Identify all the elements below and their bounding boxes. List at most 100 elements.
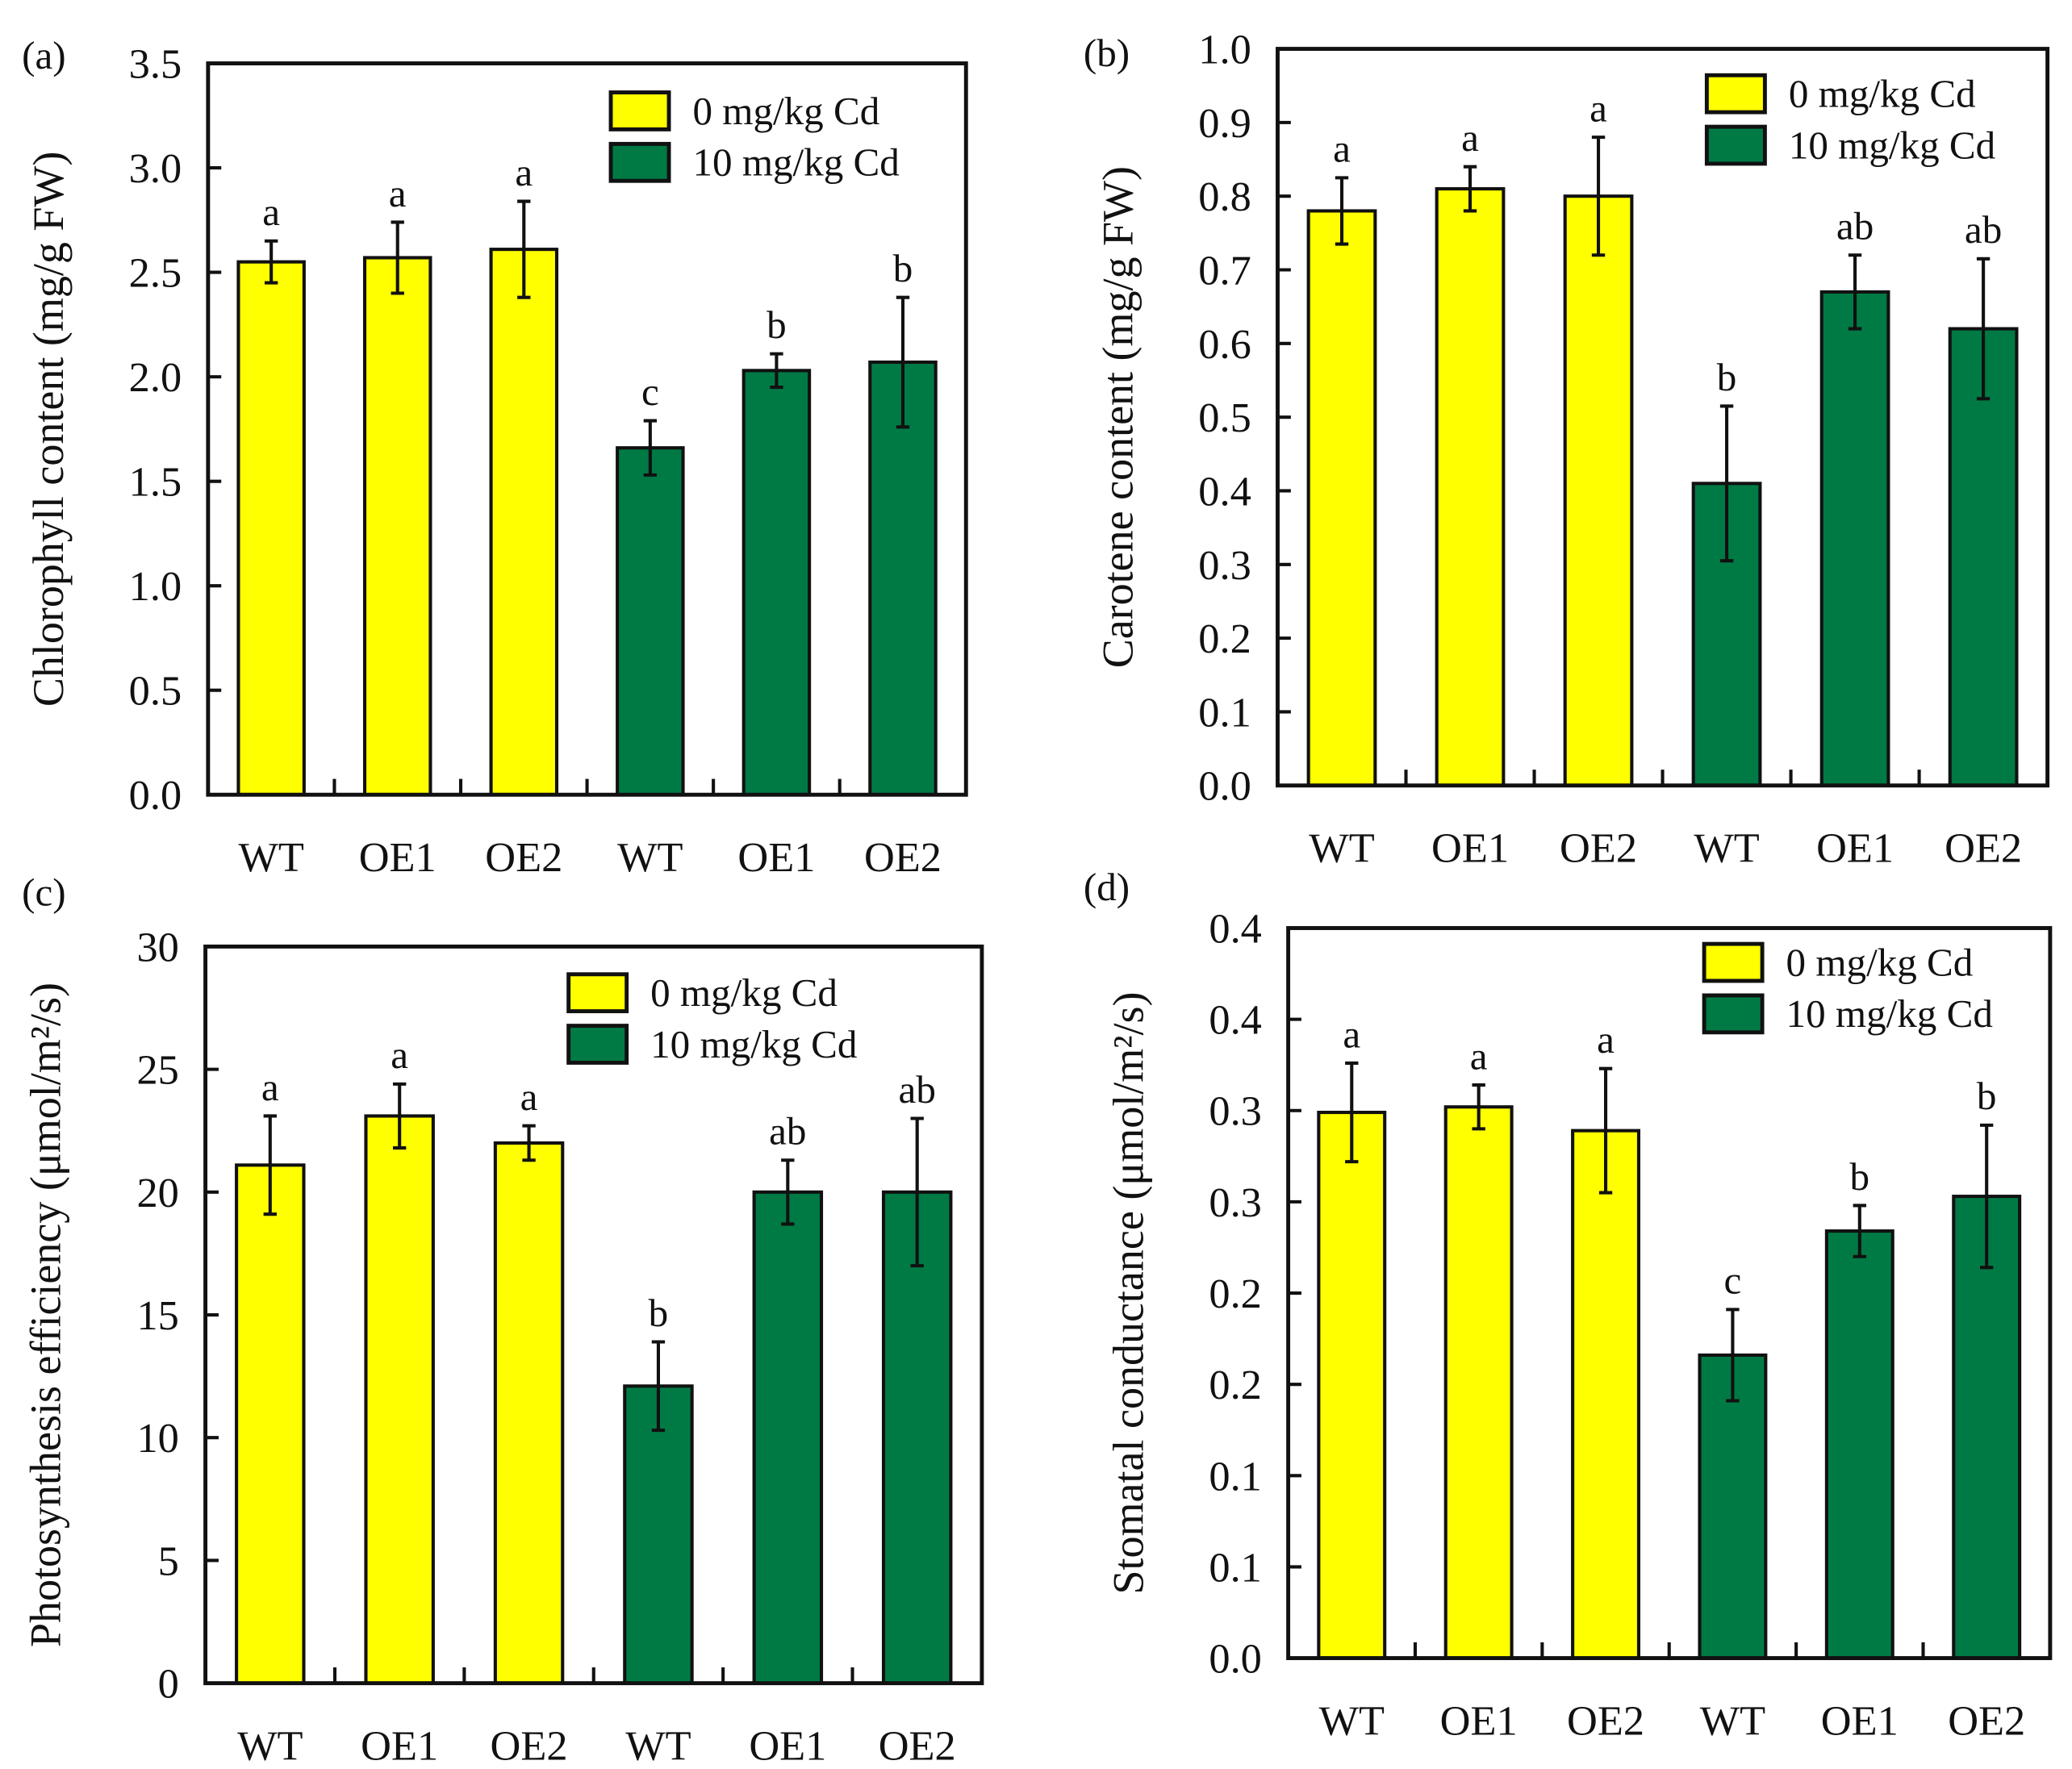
y-tick-label: 0.5 (1198, 394, 1251, 441)
x-tick-label: OE2 (864, 834, 942, 881)
bar (489, 248, 559, 797)
x-tick-label: WT (617, 834, 683, 881)
x-tick-label: OE1 (359, 834, 437, 881)
x-tick-label: WT (625, 1723, 691, 1769)
x-tick-label: OE1 (361, 1723, 438, 1769)
y-tick-label: 0.4 (1209, 906, 1261, 953)
panel-label: (c) (22, 870, 65, 915)
plot-frame (1286, 926, 2053, 1660)
bar (623, 1384, 694, 1685)
y-tick-label: 1.0 (129, 563, 182, 610)
legend-label: 10 mg/kg Cd (1786, 991, 1993, 1036)
y-tick-label: 5 (158, 1537, 179, 1584)
x-tick-label: WT (1309, 825, 1374, 872)
bar (881, 1190, 953, 1685)
bar (1824, 1229, 1894, 1660)
y-tick-label: 10 (137, 1415, 179, 1462)
legend: 0 mg/kg Cd 10 mg/kg Cd (1704, 72, 1995, 167)
significance-letter: a (1461, 115, 1479, 160)
x-tick-label: OE1 (1821, 1697, 1899, 1744)
significance-letter: ab (769, 1109, 806, 1154)
x-tick-label: OE1 (749, 1723, 826, 1769)
legend-label: 0 mg/kg Cd (1786, 940, 1974, 984)
legend-swatch (1702, 941, 1765, 983)
legend-label: 10 mg/kg Cd (1789, 123, 1995, 167)
x-tick-label: OE2 (491, 1723, 568, 1769)
panel-a: (a) Chlorophyll content (mg/g FW) 0.0 0.5 1.… (22, 33, 968, 881)
bar (235, 1163, 306, 1685)
y-tick-label: 0.1 (1209, 1453, 1261, 1500)
y-axis-label: Carotene content (mg/g FW) (1093, 166, 1142, 668)
x-tick-label: WT (1694, 825, 1759, 872)
bar (362, 256, 432, 797)
significance-letter: ab (1836, 204, 1874, 248)
legend-label: 0 mg/kg Cd (1789, 72, 1976, 116)
x-tick-label: WT (238, 834, 303, 881)
bar (1571, 1129, 1641, 1660)
y-tick-label: 0.0 (129, 772, 182, 819)
y-axis-label: Photosynthesis efficiency (μmol/m²/s) (22, 983, 70, 1647)
legend-swatch (1702, 993, 1765, 1035)
significance-letter: a (1470, 1033, 1488, 1078)
significance-letter: b (1850, 1154, 1870, 1199)
y-tick-label: 0 (158, 1661, 179, 1708)
x-tick-label: WT (237, 1723, 303, 1769)
bar (1443, 1105, 1514, 1660)
y-tick-label: 25 (137, 1047, 179, 1094)
legend-swatch (566, 972, 629, 1014)
bar (1819, 290, 1890, 787)
x-tick-label: WT (1700, 1697, 1765, 1744)
x-tick-label: OE2 (1567, 1697, 1644, 1744)
significance-letter: a (261, 1065, 279, 1109)
panel-d: (d) Stomatal conductance (μmol/m²/s) 0.0 0.… (1084, 865, 2053, 1744)
x-tick-label: OE2 (1948, 1697, 2025, 1744)
y-tick-label: 0.3 (1198, 542, 1251, 589)
legend: 0 mg/kg Cd 10 mg/kg Cd (608, 89, 900, 185)
significance-letter: a (391, 1033, 408, 1077)
bar (364, 1114, 435, 1685)
panel-label: (a) (22, 33, 65, 77)
y-tick-label: 0.2 (1209, 1362, 1261, 1408)
y-tick-label: 0.0 (1209, 1636, 1261, 1683)
y-tick-label: 3.5 (129, 41, 182, 88)
legend-swatch (1704, 73, 1767, 115)
bar (741, 369, 812, 797)
bar (1948, 327, 2019, 787)
significance-letter: b (1717, 355, 1737, 399)
x-tick-label: WT (1319, 1697, 1385, 1744)
significance-letter: a (515, 150, 533, 194)
y-tick-label: 0.7 (1198, 248, 1251, 294)
bar (236, 260, 306, 797)
legend-label: 0 mg/kg Cd (692, 89, 879, 133)
y-tick-label: 30 (137, 924, 179, 970)
bar (1563, 194, 1634, 787)
significance-letter: b (1977, 1074, 1997, 1118)
significance-letter: a (520, 1074, 538, 1119)
significance-letter: b (649, 1291, 669, 1335)
significance-letter: b (893, 246, 913, 290)
bar (868, 360, 938, 797)
y-tick-label: 0.2 (1198, 615, 1251, 662)
plot-frame (206, 61, 968, 797)
y-tick-label: 2.0 (129, 354, 182, 401)
significance-letter: a (262, 190, 280, 234)
panel-label: (b) (1084, 31, 1130, 75)
y-tick-label: 15 (137, 1292, 179, 1339)
panel-c: (c) Photosynthesis efficiency (μmol/m²/s)… (22, 870, 984, 1769)
significance-letter: b (767, 302, 787, 347)
legend-swatch (1704, 124, 1767, 166)
legend-label: 10 mg/kg Cd (650, 1022, 857, 1066)
significance-letter: a (1597, 1017, 1615, 1062)
x-tick-label: OE2 (485, 834, 562, 881)
legend: 0 mg/kg Cd 10 mg/kg Cd (566, 970, 857, 1066)
y-tick-label: 0.2 (1209, 1270, 1261, 1317)
significance-letter: c (641, 369, 659, 414)
legend-label: 10 mg/kg Cd (692, 140, 899, 185)
panel-b: (b) Carotene content (mg/g FW) 0.0 0.1 0.2 0.… (1084, 27, 2050, 872)
y-tick-label: 1.0 (1198, 27, 1251, 73)
x-tick-label: OE2 (879, 1723, 956, 1769)
panel-label: (d) (1084, 865, 1130, 909)
y-tick-label: 1.5 (129, 459, 182, 506)
y-tick-label: 20 (137, 1170, 179, 1216)
